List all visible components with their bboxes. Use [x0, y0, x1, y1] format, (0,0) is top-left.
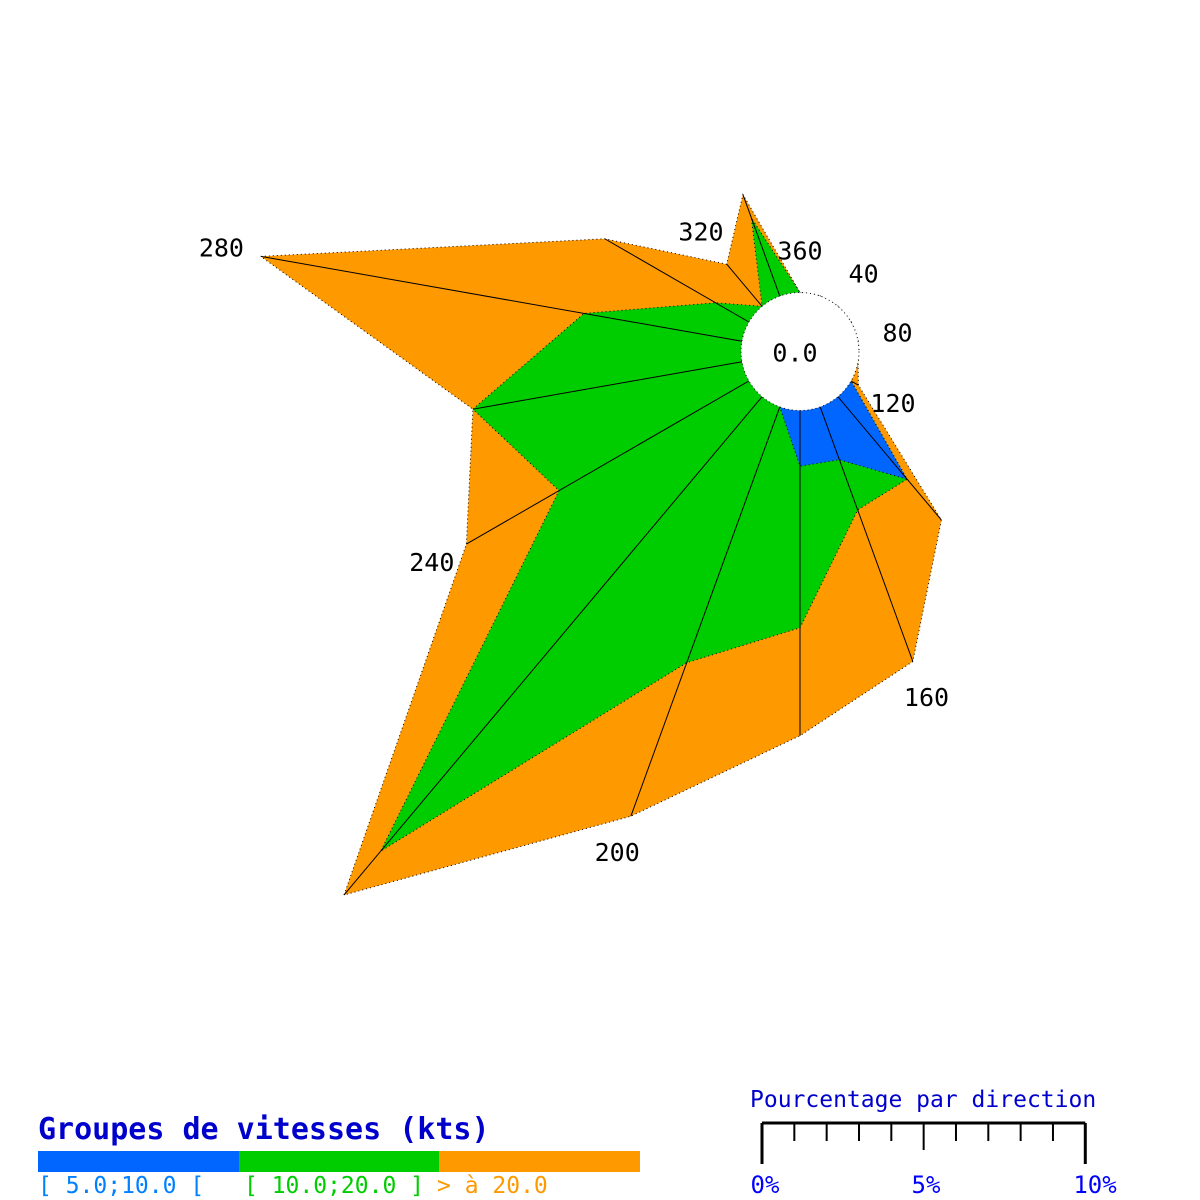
direction-spoke-320	[726, 263, 763, 307]
direction-spoke-140	[837, 396, 942, 521]
center-calm-circle	[740, 292, 860, 411]
direction-spoke-260	[472, 361, 742, 410]
direction-spoke-120	[850, 380, 859, 386]
direction-label-280: 280	[199, 234, 244, 263]
scale-title: Pourcentage par direction	[750, 1087, 1097, 1113]
legend-color-bar	[38, 1151, 641, 1172]
direction-label-240: 240	[409, 548, 454, 577]
legend-label-blue: [ 5.0;10.0 [	[38, 1173, 205, 1199]
legend-title: Groupes de vitesses (kts)	[38, 1112, 490, 1147]
legend-swatch-blue	[38, 1151, 239, 1172]
scale-tick-0: 0%	[750, 1171, 780, 1199]
legend-label-green: [ 10.0;20.0 ]	[244, 1173, 425, 1199]
legend-swatch-green	[238, 1151, 440, 1172]
scale-tick-10: 10%	[1073, 1171, 1117, 1199]
direction-label-160: 160	[904, 683, 949, 712]
direction-label-320: 320	[678, 218, 723, 247]
direction-label-120: 120	[870, 389, 915, 418]
direction-label-200: 200	[595, 838, 640, 867]
legend-bin-labels: [ 5.0;10.0 [ [ 10.0;20.0 ] > à 20.0	[38, 1173, 678, 1199]
direction-spoke-160	[819, 406, 914, 662]
direction-spoke-240	[466, 380, 750, 545]
direction-spoke-340	[742, 194, 781, 297]
direction-spoke-220	[343, 396, 763, 896]
direction-label-360: 360	[777, 237, 822, 266]
direction-spoke-200	[630, 406, 781, 817]
legend-swatch-orange	[439, 1151, 641, 1172]
legend-label-orange: > à 20.0	[437, 1173, 548, 1199]
direction-spoke-300	[604, 238, 750, 323]
scale-tick-5: 5%	[911, 1171, 941, 1199]
direction-label-80: 80	[882, 318, 912, 347]
direction-label-40: 40	[849, 260, 879, 289]
direction-spoke-280	[260, 255, 742, 342]
center-calm-value: 0.0	[772, 339, 817, 368]
scale-ruler	[760, 1121, 1087, 1164]
